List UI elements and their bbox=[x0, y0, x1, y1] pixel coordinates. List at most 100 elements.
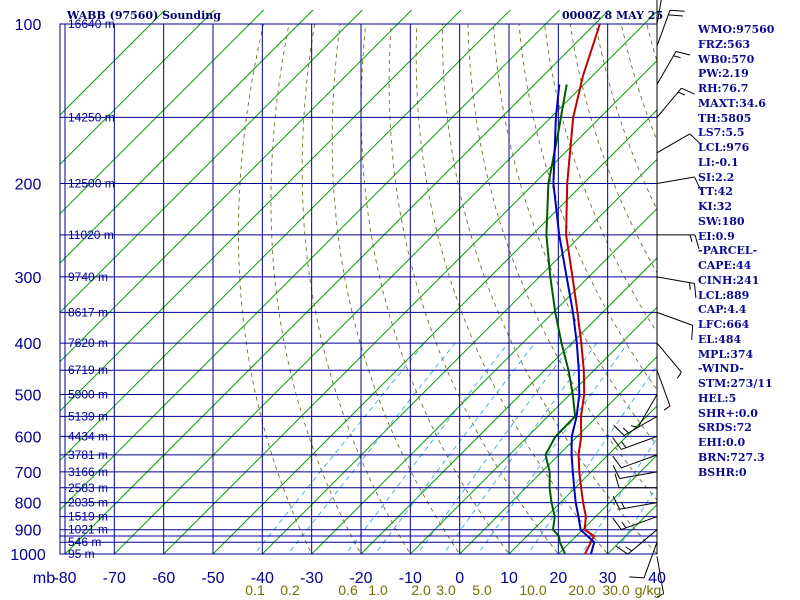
mixing-ratio-label: 0.2 bbox=[280, 582, 300, 598]
index-item: SRDS:72 bbox=[698, 421, 752, 435]
index-item: -WIND- bbox=[698, 362, 744, 376]
wind-barb-half-flag bbox=[678, 91, 686, 96]
wind-barb bbox=[612, 465, 658, 479]
height-label: 3781 m bbox=[68, 448, 108, 462]
wind-barb-shaft bbox=[656, 51, 677, 85]
temperature-tick-label: 40 bbox=[648, 570, 666, 587]
isotherm-line bbox=[508, 405, 657, 554]
index-item: CAPE:44 bbox=[698, 259, 752, 272]
wind-barb bbox=[613, 415, 658, 436]
index-item: EHI:0.0 bbox=[698, 436, 746, 449]
index-item: STM:273/11 bbox=[698, 377, 773, 390]
wind-barb-flag bbox=[693, 176, 702, 191]
wind-barb bbox=[656, 311, 694, 340]
wind-barb-flag bbox=[681, 87, 695, 95]
plot-border bbox=[59, 23, 658, 555]
wind-barb bbox=[656, 342, 682, 379]
mixing-ratio-unit: g/kg bbox=[635, 582, 661, 598]
index-item: LFC:664 bbox=[698, 318, 750, 331]
wind-barb-flag bbox=[689, 133, 701, 145]
wind-barb bbox=[656, 133, 701, 154]
mixing-ratio-label: 1.0 bbox=[368, 582, 388, 598]
height-label: 2583 m bbox=[68, 481, 108, 495]
temperature-profile bbox=[565, 23, 601, 554]
mixing-ratio-label: 0.1 bbox=[245, 582, 265, 598]
wind-barb-shaft bbox=[656, 276, 695, 284]
station-title: WABB (97560) Sounding bbox=[67, 9, 221, 22]
wind-barb-flag bbox=[615, 545, 629, 555]
pressure-label: 800 bbox=[15, 496, 42, 513]
isotherm-line bbox=[162, 59, 657, 554]
height-label: 11020 m bbox=[68, 228, 114, 242]
wind-barb-shaft bbox=[621, 454, 658, 469]
mixing-ratio-line bbox=[416, 342, 574, 554]
parcel-profile bbox=[552, 84, 596, 554]
wind-barb-half-flag bbox=[621, 521, 627, 529]
mixing-ratio-line bbox=[254, 342, 425, 554]
wind-barb-shaft bbox=[619, 471, 658, 479]
stability-indices: WMO:97560 FRZ:563 WB0:570 PW:2.19 RH:76.7 MAX… bbox=[698, 23, 774, 480]
wind-barb-shaft bbox=[621, 516, 658, 531]
wind-barb-half-flag bbox=[621, 441, 627, 449]
wind-barb bbox=[629, 542, 658, 579]
wind-barb-flag bbox=[693, 283, 697, 299]
pressure-unit: mb bbox=[33, 570, 55, 587]
pressure-label: 400 bbox=[15, 336, 42, 353]
wind-barb-shaft bbox=[627, 529, 658, 555]
wind-barb-shaft bbox=[643, 542, 658, 579]
wind-barb-half-flag bbox=[663, 405, 671, 411]
index-item: MAXT:34.6 bbox=[698, 96, 766, 110]
wind-barb-half-flag bbox=[689, 234, 693, 243]
height-label: 9740 m bbox=[68, 270, 108, 284]
sounding-time: 0000Z 8 MAY 25 bbox=[562, 9, 664, 22]
isotherm-line bbox=[261, 158, 657, 554]
dry-adiabat-line bbox=[775, 24, 800, 565]
mixing-ratio-label: 0.6 bbox=[338, 582, 358, 598]
mixing-ratio-line bbox=[442, 342, 598, 554]
isotherm-line bbox=[60, 10, 216, 166]
height-label: 1519 m bbox=[68, 510, 108, 524]
wind-barb-flag bbox=[668, 14, 683, 17]
index-item: TH:5805 bbox=[698, 111, 752, 125]
index-item: SW:180 bbox=[698, 214, 745, 228]
wind-barb bbox=[656, 50, 691, 85]
wind-barb-shaft bbox=[656, 87, 682, 118]
index-item: SI:2.2 bbox=[698, 170, 735, 184]
pressure-grid-lines bbox=[60, 23, 657, 555]
wind-barb bbox=[614, 473, 657, 489]
wind-barbs bbox=[612, 0, 702, 598]
pressure-label: 300 bbox=[15, 270, 42, 287]
mixing-ratio-label: 20.0 bbox=[568, 582, 595, 598]
wind-barb-shaft bbox=[656, 556, 665, 594]
wind-barb-half-flag bbox=[673, 55, 681, 59]
temperature-grid-lines bbox=[64, 24, 609, 554]
index-item: SHR+:0.0 bbox=[698, 406, 758, 420]
isotherm-line bbox=[212, 109, 657, 554]
temperature-tick-label: -10 bbox=[399, 570, 422, 587]
index-item: MPL:374 bbox=[698, 347, 754, 361]
index-item: TT:42 bbox=[698, 185, 733, 199]
height-label: 5139 m bbox=[68, 409, 108, 423]
mixing-ratio-line bbox=[477, 342, 629, 554]
wind-barb bbox=[656, 9, 685, 47]
pressure-label: 900 bbox=[15, 523, 42, 540]
wind-barb bbox=[656, 370, 671, 411]
dry-adiabat-line bbox=[238, 23, 313, 554]
pressure-label: 700 bbox=[15, 465, 42, 482]
height-label: 5900 m bbox=[68, 387, 108, 401]
mixing-ratio-line bbox=[345, 342, 509, 554]
mixing-ratio-line bbox=[527, 365, 657, 554]
height-label: 16640 m bbox=[68, 17, 115, 31]
dry-adiabat-line bbox=[270, 23, 362, 554]
dry-adiabat-line bbox=[492, 23, 657, 447]
temperature-tick-label: -40 bbox=[251, 570, 274, 587]
mixing-ratio-label: 5.0 bbox=[472, 582, 492, 598]
wind-barb bbox=[656, 176, 702, 191]
isotherm-lines bbox=[60, 10, 657, 554]
mixing-ratio-label: 2.0 bbox=[411, 582, 431, 598]
wind-barb-flag bbox=[613, 424, 625, 436]
wind-barb-half-flag bbox=[676, 371, 682, 379]
height-label: 1021 m bbox=[68, 523, 108, 537]
mixing-ratio-lines bbox=[254, 342, 657, 554]
wind-barb bbox=[612, 495, 658, 510]
